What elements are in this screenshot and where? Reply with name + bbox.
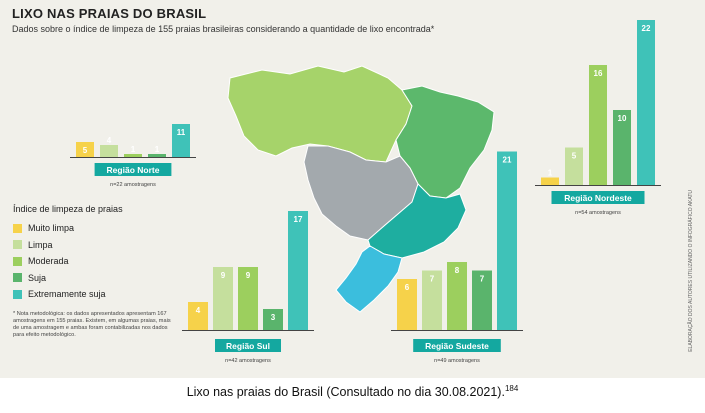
legend-item-muito-limpa: Muito limpa [13,220,106,237]
bar-sul-suja [263,309,283,330]
bar-value-label: 6 [405,283,410,292]
region-label-background [215,339,281,352]
bar-value-label: 1 [131,145,136,154]
bar-norte-limpa [100,145,118,157]
legend-swatch [13,273,22,283]
bar-value-label: 3 [271,313,276,322]
bar-sudeste-suja [472,270,492,330]
region-samples-sudeste: n=49 amostragens [434,358,480,364]
bar-sul-extremamente-suja [288,211,308,330]
region-label-background [94,163,172,176]
region-label-nordeste: Região Nordeste [564,193,632,203]
bar-nordeste-extremamente-suja [637,20,655,185]
bar-sudeste-moderada [447,262,467,330]
bar-value-label: 22 [642,24,651,33]
bar-norte-suja [148,154,166,157]
legend-item-extremamente-suja: Extremamente suja [13,286,106,303]
infographic: LIXO NAS PRAIAS DO BRASIL Dados sobre o … [0,0,705,378]
bar-value-label: 9 [221,271,226,280]
legend-swatch [13,223,22,233]
bar-sul-muito-limpa [188,302,208,330]
region-samples-norte: n=22 amostragens [110,182,156,188]
legend-label: Suja [28,272,47,283]
region-samples-nordeste: n=54 amostragens [575,210,621,216]
legend-label: Extremamente suja [28,289,106,300]
bar-value-label: 4 [107,136,112,145]
bar-sudeste-limpa [422,270,442,330]
bar-value-label: 11 [177,128,186,137]
region-samples-sul: n=42 amostragens [225,358,271,364]
bar-value-label: 9 [246,271,251,280]
bar-sudeste-muito-limpa [397,279,417,330]
chart-subtitle: Dados sobre o índice de limpeza de 155 p… [12,24,435,34]
caption-reference: 184 [504,384,519,393]
bar-norte-muito-limpa [76,142,94,157]
bar-nordeste-suja [613,110,631,185]
legend-item-moderada: Moderada [13,253,106,270]
bar-value-label: 4 [196,306,201,315]
chart-title: LIXO NAS PRAIAS DO BRASIL [12,6,207,21]
legend-swatch [13,289,22,299]
bar-value-label: 5 [83,146,88,155]
legend-title: Índice de limpeza de praias [13,204,123,214]
caption-text: Lixo nas praias do Brasil (Consultado no… [186,385,505,400]
bar-sul-moderada [238,267,258,330]
bar-value-label: 5 [572,152,577,161]
bar-value-label: 7 [480,275,485,284]
figure-caption: Lixo nas praias do Brasil (Consultado no… [0,384,705,399]
legend: Muito limpa Limpa Moderada Suja Extremamente… [13,220,106,303]
region-label-sudeste: Região Sudeste [425,341,489,351]
bar-value-label: 8 [455,266,460,275]
legend-label: Muito limpa [28,223,75,234]
bar-value-label: 17 [294,215,303,224]
legend-swatch [13,240,22,250]
region-group-sudeste: 6 7 8 7 21 Região Sudeste n=49 amostragens [391,151,523,364]
methodology-note: * Nota metodológica: os dados apresentad… [13,311,171,338]
brazil-map [227,65,495,313]
region-label-background [413,339,501,352]
bar-norte-moderada [124,154,142,157]
region-label-norte: Região Norte [107,165,160,175]
bar-norte-extremamente-suja [172,124,190,157]
bar-value-label: 16 [594,69,603,78]
region-group-sul: 4 9 9 3 17 Região Sul n=42 amostragens [182,211,314,364]
bar-value-label: 21 [503,156,512,165]
bar-nordeste-muito-limpa [541,177,559,185]
bar-nordeste-limpa [565,147,583,185]
bar-sul-limpa [213,267,233,330]
legend-label: Limpa [28,239,53,250]
bar-value-label: 10 [618,114,627,123]
bar-value-label: 1 [548,169,553,178]
map-region-nordeste [395,85,495,199]
legend-item-suja: Suja [13,270,106,287]
legend-label: Moderada [28,256,69,267]
map-region-sul [335,245,403,313]
region-label-sul: Região Sul [226,341,270,351]
region-group-nordeste: 1 5 16 10 22 Região Nordeste n=54 amostragens [535,20,661,216]
bar-value-label: 1 [155,145,160,154]
map-region-sudeste [367,183,467,259]
region-label-background [551,191,645,204]
legend-swatch [13,256,22,266]
bar-value-label: 7 [430,275,435,284]
legend-item-limpa: Limpa [13,237,106,254]
bar-nordeste-moderada [589,65,607,185]
bar-sudeste-extremamente-suja [497,151,517,330]
